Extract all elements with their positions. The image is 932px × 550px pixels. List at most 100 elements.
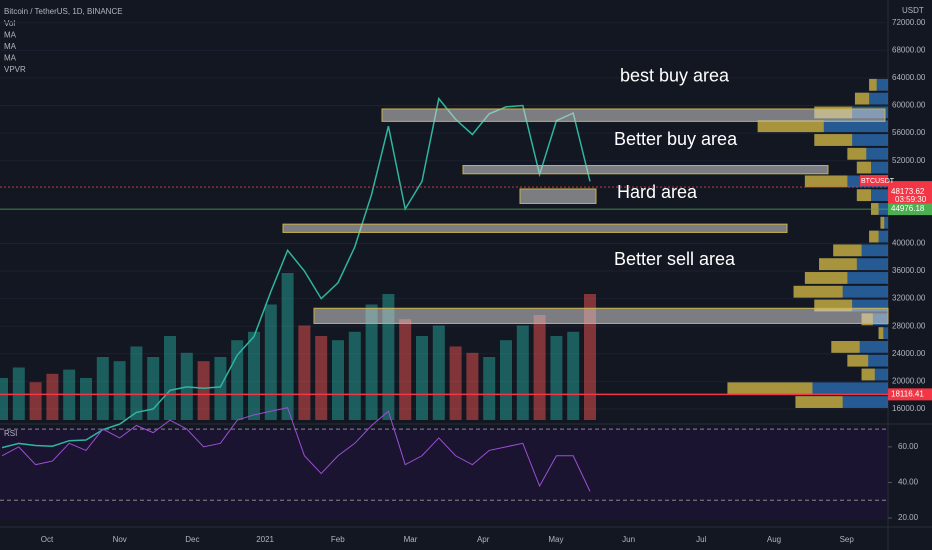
vpvr-up <box>869 230 879 243</box>
indicator-label: MA <box>4 54 17 63</box>
vpvr-up <box>878 327 884 339</box>
vpvr-up <box>854 92 870 105</box>
vpvr-total <box>869 78 888 91</box>
rsi-label: RSI <box>4 429 17 438</box>
volume-bar <box>332 340 344 420</box>
volume-bar <box>516 325 529 420</box>
price-tag-label: 44976.18 <box>891 204 925 213</box>
volume-bar <box>500 340 512 420</box>
rsi-tick-label: 20.00 <box>898 513 919 522</box>
symbol-tag-label: BTCUSDT <box>861 178 895 185</box>
volume-bar <box>298 325 311 420</box>
annotation: Hard area <box>617 182 698 202</box>
x-tick-label: Apr <box>477 535 490 544</box>
vpvr-up <box>880 216 885 229</box>
volume-bar <box>483 357 496 420</box>
indicator-label: MA <box>4 31 17 40</box>
indicator-label: VPVR <box>4 65 26 74</box>
x-tick-label: Dec <box>185 535 199 544</box>
volume-bar <box>96 357 109 420</box>
volume-bar <box>533 315 546 420</box>
indicator-label: Vol <box>4 19 15 28</box>
vpvr-total <box>856 189 888 202</box>
vpvr-up <box>814 299 853 312</box>
y-tick-label: 40000.00 <box>892 239 926 248</box>
volume-bar <box>197 361 210 420</box>
volume-bar <box>130 346 143 420</box>
price-tag <box>888 203 932 216</box>
y-tick-label: 32000.00 <box>892 294 926 303</box>
y-tick-label: 72000.00 <box>892 18 926 27</box>
vpvr-total <box>856 161 888 174</box>
vpvr-up <box>833 244 862 257</box>
vpvr-total <box>854 92 888 105</box>
currency: USDT <box>902 6 924 15</box>
annotation: best buy area <box>620 65 730 85</box>
volume-bar <box>348 331 361 420</box>
volume-bar <box>315 336 328 420</box>
x-tick-label: Sep <box>840 535 855 544</box>
x-tick-label: Mar <box>404 535 418 544</box>
volume-bar <box>264 304 277 420</box>
volume-bar <box>214 357 227 420</box>
vpvr-up <box>856 161 871 174</box>
y-tick-label: 64000.00 <box>892 73 926 82</box>
volume-bar <box>466 352 479 420</box>
x-tick-label: Aug <box>767 535 781 544</box>
volume-bar <box>248 331 260 420</box>
zone <box>282 223 788 233</box>
vpvr-up <box>795 396 843 408</box>
y-tick-label: 20000.00 <box>892 376 926 385</box>
x-tick-label: Jul <box>696 535 706 544</box>
y-tick-label: 56000.00 <box>892 128 926 137</box>
volume-bar <box>432 325 445 420</box>
y-tick-label: 36000.00 <box>892 266 926 275</box>
zone <box>519 188 597 204</box>
rsi-pane <box>0 428 888 520</box>
vpvr-up <box>814 134 853 146</box>
zone <box>381 108 886 122</box>
zone <box>313 307 889 324</box>
price-tag-label: 18116.41 <box>891 389 924 398</box>
vpvr-up <box>847 354 869 367</box>
vpvr-up <box>793 285 843 298</box>
volume-bar <box>80 378 92 420</box>
y-tick-label: 68000.00 <box>892 45 926 54</box>
vpvr-up <box>847 147 867 160</box>
vpvr-up <box>727 382 813 395</box>
volume-bar <box>46 373 59 420</box>
y-tick-label: 24000.00 <box>892 349 926 358</box>
vpvr-up <box>869 78 877 91</box>
x-tick-label: Feb <box>331 535 345 544</box>
y-tick-label: 28000.00 <box>892 321 926 330</box>
volume-bar <box>365 304 378 420</box>
price-tag-timer: 03:59:30 <box>895 195 927 204</box>
volume-bar <box>29 382 42 420</box>
vpvr-up <box>804 272 848 284</box>
volume-bar <box>584 294 596 420</box>
x-tick-label: Oct <box>41 535 54 544</box>
volume-bar <box>281 273 294 420</box>
volume-bar <box>113 361 126 420</box>
indicator-label: MA <box>4 42 17 51</box>
y-tick-label: 52000.00 <box>892 156 926 165</box>
volume-bar <box>567 331 580 420</box>
volume-bar <box>399 319 412 420</box>
annotation: Better buy area <box>614 129 738 149</box>
x-tick-label: Nov <box>113 535 127 544</box>
vpvr-up <box>757 120 824 133</box>
vpvr-up <box>831 341 860 353</box>
rsi-tick-label: 40.00 <box>898 478 919 487</box>
vpvr-total <box>847 147 888 160</box>
symbol-title: Bitcoin / TetherUS, 1D, BINANCE <box>4 7 123 16</box>
annotation: Better sell area <box>614 249 736 269</box>
price-tag-label: 48173.62 <box>891 187 925 196</box>
rsi-line <box>1 407 591 492</box>
volume-bar <box>416 336 428 420</box>
symbol-tag <box>860 175 888 187</box>
vpvr-up <box>819 258 857 271</box>
x-tick-label: 2021 <box>256 535 274 544</box>
volume-bar <box>147 357 160 420</box>
volume-bar <box>382 294 395 420</box>
